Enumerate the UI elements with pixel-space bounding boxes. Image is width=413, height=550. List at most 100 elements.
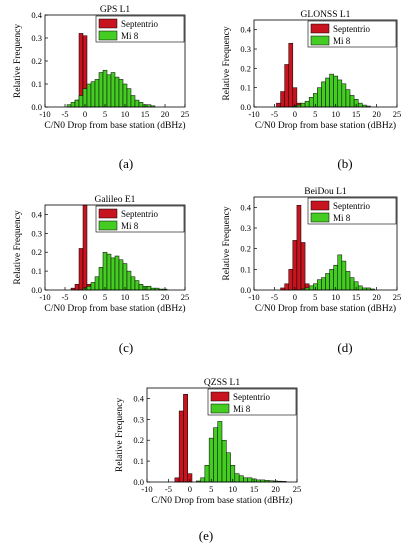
- legend-swatch: [98, 30, 118, 41]
- bar: [204, 465, 210, 483]
- bar: [243, 477, 248, 483]
- legend-label: Septentrio: [121, 209, 158, 219]
- bar: [200, 477, 206, 483]
- x-tick-label: 0: [293, 109, 297, 119]
- legend-swatch: [310, 35, 330, 46]
- series-mi-8: [82, 251, 168, 291]
- bar: [74, 99, 80, 108]
- y-tick-label: 0.3: [31, 228, 42, 238]
- bar: [114, 76, 120, 108]
- bar: [333, 264, 339, 291]
- y-tick-label: 0.0: [240, 102, 251, 112]
- y-tick-label: 0.3: [133, 414, 144, 424]
- y-tick-label: 0.2: [240, 244, 251, 254]
- bar: [82, 204, 88, 291]
- bar: [292, 240, 298, 291]
- y-tick-label: 0.2: [133, 435, 144, 445]
- y-tick-label: 0.1: [240, 83, 251, 93]
- x-tick-label: 20: [372, 109, 381, 119]
- chart-panel-4: -10 -5 0 5 10 15 20 25 0.0 0.1 0.2 0.3 0.4 BeiDou L1 C…: [222, 187, 401, 355]
- bar: [317, 87, 322, 108]
- x-tick-label: 5: [103, 292, 107, 302]
- y-tick-label: 0.0: [31, 102, 42, 112]
- x-axis-label: C/N0 Drop from base station (dBHz): [151, 495, 292, 506]
- bar: [106, 253, 112, 291]
- x-tick-label: -5: [271, 292, 278, 302]
- y-axis-label: Relative Frequency: [115, 398, 125, 472]
- bar: [106, 74, 112, 108]
- bar: [234, 473, 240, 483]
- y-tick-label: 0.1: [31, 79, 42, 89]
- bar: [221, 439, 227, 483]
- legend: Septentrio Mi 8: [95, 15, 185, 43]
- bar: [134, 99, 140, 108]
- bar: [345, 89, 351, 108]
- bar: [174, 477, 180, 483]
- bar: [70, 102, 76, 108]
- x-tick-label: 5: [209, 484, 213, 494]
- legend-swatch: [210, 403, 230, 414]
- chart-title: GLONSS L1: [301, 10, 351, 20]
- legend-swatch: [210, 391, 230, 402]
- bar: [98, 267, 104, 291]
- legend-swatch: [98, 18, 118, 29]
- bar: [110, 72, 116, 108]
- bar: [288, 42, 294, 108]
- y-tick-label: 0.0: [133, 477, 144, 487]
- y-tick-label: 0.1: [31, 266, 42, 276]
- x-tick-label: 10: [121, 292, 130, 302]
- y-tick-label: 0.2: [240, 63, 251, 73]
- series-mi-8: [196, 421, 287, 483]
- x-tick-label: -10: [248, 292, 259, 302]
- bar: [78, 248, 84, 291]
- chart-panel-1: -10 -5 0 5 10 15 20 25 0.0 0.1 0.2 0.3 0.4 GPS L1 C/N0…: [13, 5, 189, 171]
- bar: [146, 285, 152, 291]
- x-axis-label: C/N0 Drop from base station (dBHz): [44, 120, 185, 131]
- series-septentrio: [70, 204, 92, 291]
- series-mi-8: [66, 69, 156, 108]
- bar: [86, 83, 92, 108]
- bar: [126, 270, 132, 291]
- legend-label: Mi 8: [121, 31, 139, 41]
- bar: [325, 77, 330, 108]
- legend-swatch: [98, 220, 118, 231]
- legend: Septentrio Mi 8: [207, 388, 297, 416]
- bar: [357, 102, 363, 108]
- legend: Septentrio Mi 8: [307, 197, 397, 225]
- bar: [130, 95, 136, 108]
- x-tick-label: 20: [161, 292, 170, 302]
- legend-label: Mi 8: [233, 404, 251, 414]
- bar: [78, 95, 84, 108]
- y-tick-label: 0.4: [240, 25, 251, 35]
- x-axis-label: C/N0 Drop from base station (dBHz): [44, 303, 185, 314]
- bar: [345, 271, 351, 291]
- x-tick-label: 20: [372, 292, 381, 302]
- bar: [341, 83, 347, 108]
- bar: [126, 88, 132, 108]
- y-tick-label: 0.4: [31, 10, 42, 20]
- chart-panel-5: -10 -5 0 5 10 15 20 25 0.0 0.1 0.2 0.3 0.4 QZSS L1 C/N…: [115, 378, 301, 543]
- x-tick-label: 0: [188, 484, 192, 494]
- y-tick-label: 0.1: [240, 264, 251, 274]
- bar: [300, 242, 306, 291]
- x-tick-label: -5: [165, 484, 172, 494]
- x-tick-label: 10: [121, 109, 130, 119]
- legend-label: Septentrio: [233, 392, 270, 402]
- y-tick-label: 0.2: [31, 247, 42, 257]
- bar: [208, 437, 214, 483]
- x-tick-label: 0: [293, 292, 297, 302]
- y-tick-label: 0.0: [31, 285, 42, 295]
- series-septentrio: [280, 205, 310, 291]
- bar: [300, 102, 306, 108]
- x-axis-label: C/N0 Drop from base station (dBHz): [255, 120, 396, 131]
- bar: [134, 280, 140, 291]
- bar: [122, 83, 128, 108]
- bar: [349, 277, 355, 291]
- x-tick-label: 25: [181, 109, 190, 119]
- x-tick-label: 15: [352, 109, 361, 119]
- x-tick-label: 25: [293, 484, 302, 494]
- x-tick-label: -5: [271, 109, 278, 119]
- y-tick-label: 0.3: [240, 223, 251, 233]
- bar: [90, 282, 96, 291]
- chart-panel-3: -10 -5 0 5 10 15 20 25 0.0 0.1 0.2 0.3 0.4 Galileo E1…: [13, 195, 189, 355]
